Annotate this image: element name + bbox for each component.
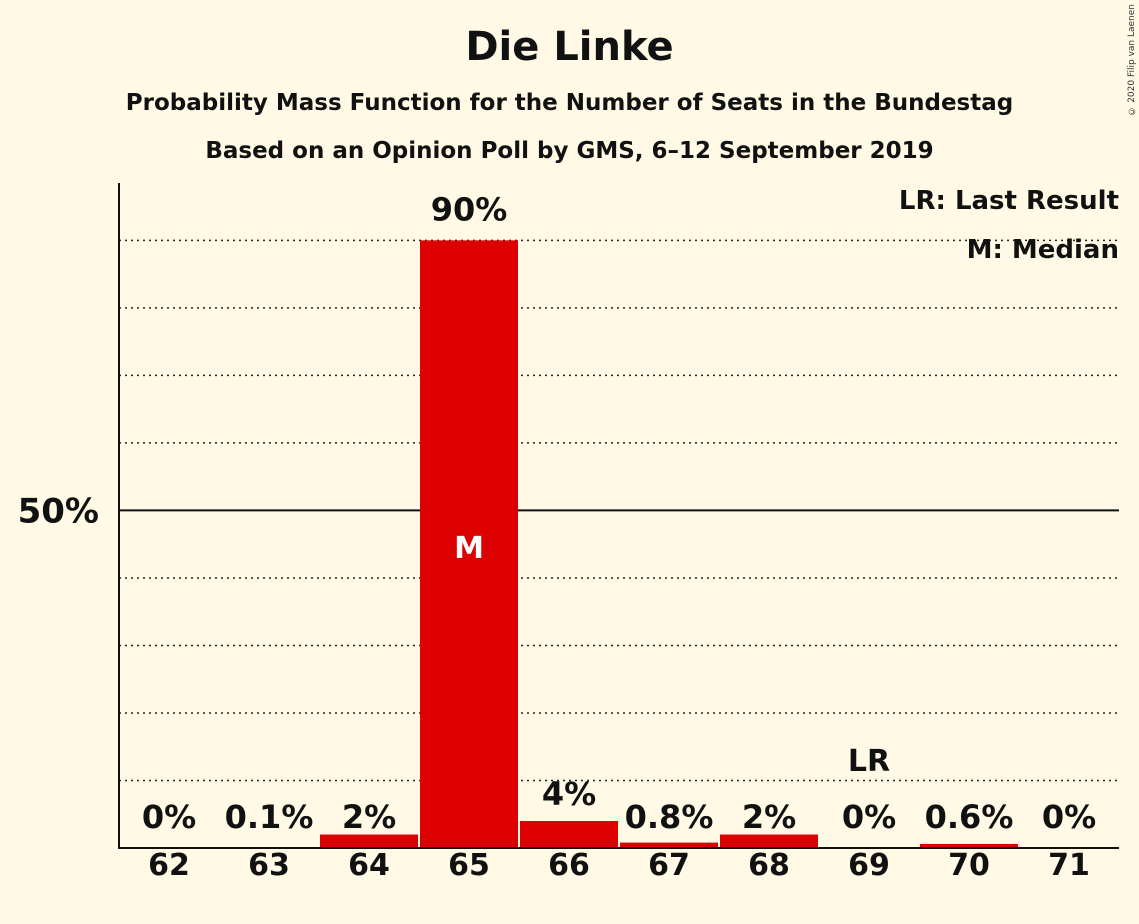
x-tick-label-70: 70 [948, 848, 990, 883]
data-label-68: 2% [742, 798, 796, 836]
x-tick-label-68: 68 [748, 848, 790, 883]
x-tick-label-65: 65 [448, 848, 490, 883]
data-label-67: 0.8% [625, 798, 714, 836]
median-marker: M [454, 531, 484, 566]
bar-67 [620, 842, 718, 848]
x-tick-label-69: 69 [848, 848, 890, 883]
labels: 50% 62 63 64 65 66 67 68 69 70 71 0% 0.1% 2% 90% 4% 0.8%… [18, 190, 1097, 883]
data-label-70: 0.6% [925, 798, 1014, 836]
legend-last-result: LR: Last Result [899, 186, 1119, 216]
data-label-66: 4% [542, 775, 596, 813]
x-tick-label-64: 64 [348, 848, 390, 883]
bar-68 [720, 834, 818, 848]
gridlines [119, 239, 1119, 782]
data-label-69: 0% [842, 798, 896, 836]
x-tick-label-63: 63 [248, 848, 290, 883]
x-tick-label-67: 67 [648, 848, 690, 883]
data-label-62: 0% [142, 798, 196, 836]
x-tick-label-66: 66 [548, 848, 590, 883]
chart-subtitle: Probability Mass Function for the Number… [125, 90, 1014, 116]
axes [118, 183, 1119, 849]
bar-64 [320, 834, 418, 848]
data-label-65: 90% [431, 190, 508, 228]
last-result-marker: LR [848, 744, 890, 779]
y-tick-label-50: 50% [18, 491, 99, 531]
chart-source-subtitle: Based on an Opinion Poll by GMS, 6–12 Se… [205, 138, 934, 164]
legend-median: M: Median [967, 235, 1119, 265]
chart-title: Die Linke [465, 24, 674, 70]
data-label-71: 0% [1042, 798, 1096, 836]
legend: LR: Last Result M: Median [899, 186, 1119, 265]
x-tick-label-71: 71 [1048, 848, 1090, 883]
data-label-64: 2% [342, 798, 396, 836]
data-label-63: 0.1% [225, 798, 314, 836]
bar-70 [920, 843, 1018, 848]
bar-66 [520, 820, 618, 848]
bar-65 [420, 240, 518, 848]
bars [220, 240, 1018, 848]
x-tick-label-62: 62 [148, 848, 190, 883]
